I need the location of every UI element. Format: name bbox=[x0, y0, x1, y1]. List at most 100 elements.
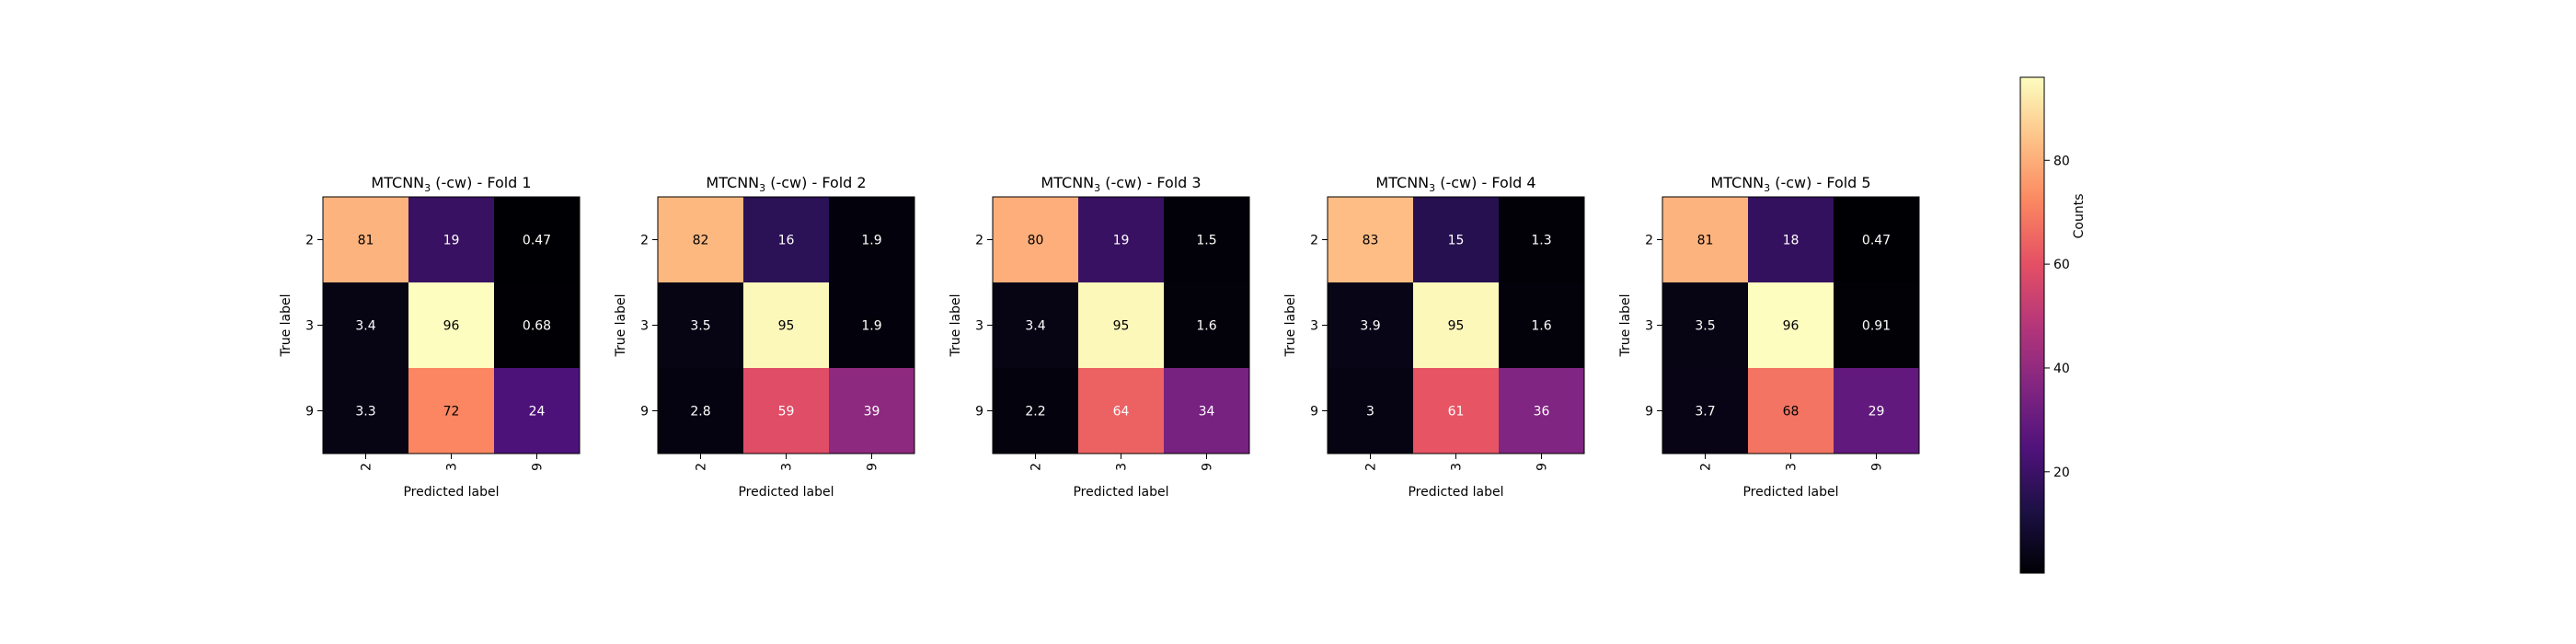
cell-value-label: 29 bbox=[1869, 405, 1885, 420]
cell-value-label: 95 bbox=[1448, 319, 1465, 334]
panel-title-prefix: MTCNN bbox=[371, 174, 424, 191]
heatmap-cell bbox=[1748, 368, 1834, 454]
x-tick-label: 3 bbox=[1450, 463, 1465, 471]
y-tick-label: 9 bbox=[1310, 405, 1318, 420]
cell-value-label: 1.6 bbox=[1531, 319, 1551, 334]
x-tick-label: 2 bbox=[695, 463, 709, 471]
y-tick-label: 3 bbox=[305, 319, 314, 334]
panel-title-suffix: (-cw) - Fold 1 bbox=[431, 174, 531, 191]
panel-title: MTCNN3 (-cw) - Fold 5 bbox=[1710, 174, 1870, 194]
heatmap-cell bbox=[408, 282, 494, 368]
y-tick-label: 3 bbox=[1645, 319, 1653, 334]
x-axis-label: Predicted label bbox=[1742, 485, 1838, 500]
panel-title-prefix: MTCNN bbox=[1375, 174, 1429, 191]
x-tick-label: 9 bbox=[866, 463, 880, 471]
heatmap-cell bbox=[323, 368, 408, 454]
cell-value-label: 3.4 bbox=[1025, 319, 1045, 334]
cell-value-label: 83 bbox=[1363, 234, 1379, 248]
heatmap-cell bbox=[323, 197, 408, 282]
heatmap-cell bbox=[1834, 368, 1919, 454]
x-tick-label: 3 bbox=[445, 463, 460, 471]
panel-title: MTCNN3 (-cw) - Fold 2 bbox=[706, 174, 866, 194]
panel-title-prefix: MTCNN bbox=[1041, 174, 1094, 191]
x-tick-label: 2 bbox=[1364, 463, 1379, 471]
panel-title-subscript: 3 bbox=[424, 182, 431, 194]
x-tick-label: 2 bbox=[1699, 463, 1714, 471]
y-tick-label: 2 bbox=[305, 234, 314, 248]
heatmap-cell bbox=[323, 282, 408, 368]
heatmap-cell bbox=[1164, 197, 1249, 282]
heatmap-cell bbox=[1413, 368, 1499, 454]
panel-title-suffix: (-cw) - Fold 4 bbox=[1435, 174, 1535, 191]
y-axis-label: True label bbox=[949, 293, 963, 357]
panel-title-subscript: 3 bbox=[1429, 182, 1435, 194]
y-tick-label: 3 bbox=[640, 319, 649, 334]
heatmap-cell bbox=[1499, 368, 1584, 454]
heatmap-cell bbox=[1413, 282, 1499, 368]
cell-value-label: 3.9 bbox=[1360, 319, 1380, 334]
colorbar-tick-label: 20 bbox=[2053, 466, 2070, 480]
cell-value-label: 72 bbox=[443, 405, 460, 420]
cell-value-label: 64 bbox=[1113, 405, 1130, 420]
cell-value-label: 96 bbox=[1783, 319, 1800, 334]
x-axis-label: Predicted label bbox=[1073, 485, 1168, 500]
cell-value-label: 39 bbox=[864, 405, 880, 420]
heatmap-cell bbox=[993, 368, 1078, 454]
y-tick-label: 2 bbox=[1645, 234, 1653, 248]
heatmap-cell bbox=[829, 282, 914, 368]
cell-value-label: 3 bbox=[1366, 405, 1374, 420]
cell-value-label: 82 bbox=[693, 234, 709, 248]
heatmap-cell bbox=[1748, 197, 1834, 282]
y-axis-label: True label bbox=[1283, 293, 1298, 357]
heatmap-cell bbox=[743, 368, 829, 454]
cell-value-label: 0.47 bbox=[1862, 234, 1891, 248]
colorbar-frame bbox=[2019, 76, 2045, 574]
heatmap-cell bbox=[1078, 282, 1164, 368]
panel-title: MTCNN3 (-cw) - Fold 3 bbox=[1041, 174, 1201, 194]
cell-value-label: 81 bbox=[358, 234, 374, 248]
cell-value-label: 15 bbox=[1448, 234, 1465, 248]
heatmap-cell bbox=[1748, 282, 1834, 368]
heatmap-cell bbox=[1164, 368, 1249, 454]
heatmap-panel-fold-2: MTCNN3 (-cw) - Fold 282 16 1.93.5 95 1.92.8 5… bbox=[614, 174, 915, 500]
x-tick-label: 2 bbox=[1029, 463, 1044, 471]
heatmap-cell bbox=[1413, 197, 1499, 282]
colorbar-gradient bbox=[2020, 77, 2044, 573]
y-tick-label: 2 bbox=[640, 234, 649, 248]
y-tick-label: 2 bbox=[1310, 234, 1318, 248]
y-tick-label: 9 bbox=[1645, 405, 1653, 420]
cell-value-label: 2.2 bbox=[1025, 405, 1045, 420]
heatmap-cell bbox=[408, 197, 494, 282]
cell-value-label: 19 bbox=[443, 234, 460, 248]
panel-title-suffix: (-cw) - Fold 3 bbox=[1100, 174, 1201, 191]
x-tick-label: 9 bbox=[531, 463, 546, 471]
cell-value-label: 0.91 bbox=[1862, 319, 1891, 334]
y-tick-label: 9 bbox=[640, 405, 649, 420]
x-tick-label: 3 bbox=[1115, 463, 1130, 471]
cell-value-label: 61 bbox=[1448, 405, 1465, 420]
cell-value-label: 95 bbox=[1113, 319, 1130, 334]
panel-title-suffix: (-cw) - Fold 2 bbox=[765, 174, 866, 191]
heatmap-cell bbox=[1499, 282, 1584, 368]
cell-value-label: 2.8 bbox=[690, 405, 710, 420]
heatmap-cell bbox=[1328, 368, 1413, 454]
cell-value-label: 1.5 bbox=[1196, 234, 1216, 248]
cell-value-label: 34 bbox=[1199, 405, 1215, 420]
cell-value-label: 81 bbox=[1697, 234, 1714, 248]
cell-value-label: 19 bbox=[1113, 234, 1130, 248]
cell-value-label: 1.6 bbox=[1196, 319, 1216, 334]
panel-title-suffix: (-cw) - Fold 5 bbox=[1770, 174, 1870, 191]
heatmap-cell bbox=[1328, 197, 1413, 282]
cell-value-label: 24 bbox=[529, 405, 546, 420]
panel-title-subscript: 3 bbox=[1094, 182, 1100, 194]
x-axis-label: Predicted label bbox=[1408, 485, 1503, 500]
heatmap-cell bbox=[494, 368, 580, 454]
heatmap-panel-fold-1: MTCNN3 (-cw) - Fold 181 19 0.473.4 96 0.683.… bbox=[279, 174, 581, 500]
cell-value-label: 18 bbox=[1783, 234, 1800, 248]
heatmap-panel-fold-4: MTCNN3 (-cw) - Fold 483 15 1.33.9 95 1.63 61 3… bbox=[1283, 174, 1585, 500]
cell-value-label: 3.5 bbox=[1695, 319, 1715, 334]
y-tick-label: 9 bbox=[305, 405, 314, 420]
cell-value-label: 3.3 bbox=[355, 405, 375, 420]
cell-value-label: 1.9 bbox=[861, 319, 881, 334]
